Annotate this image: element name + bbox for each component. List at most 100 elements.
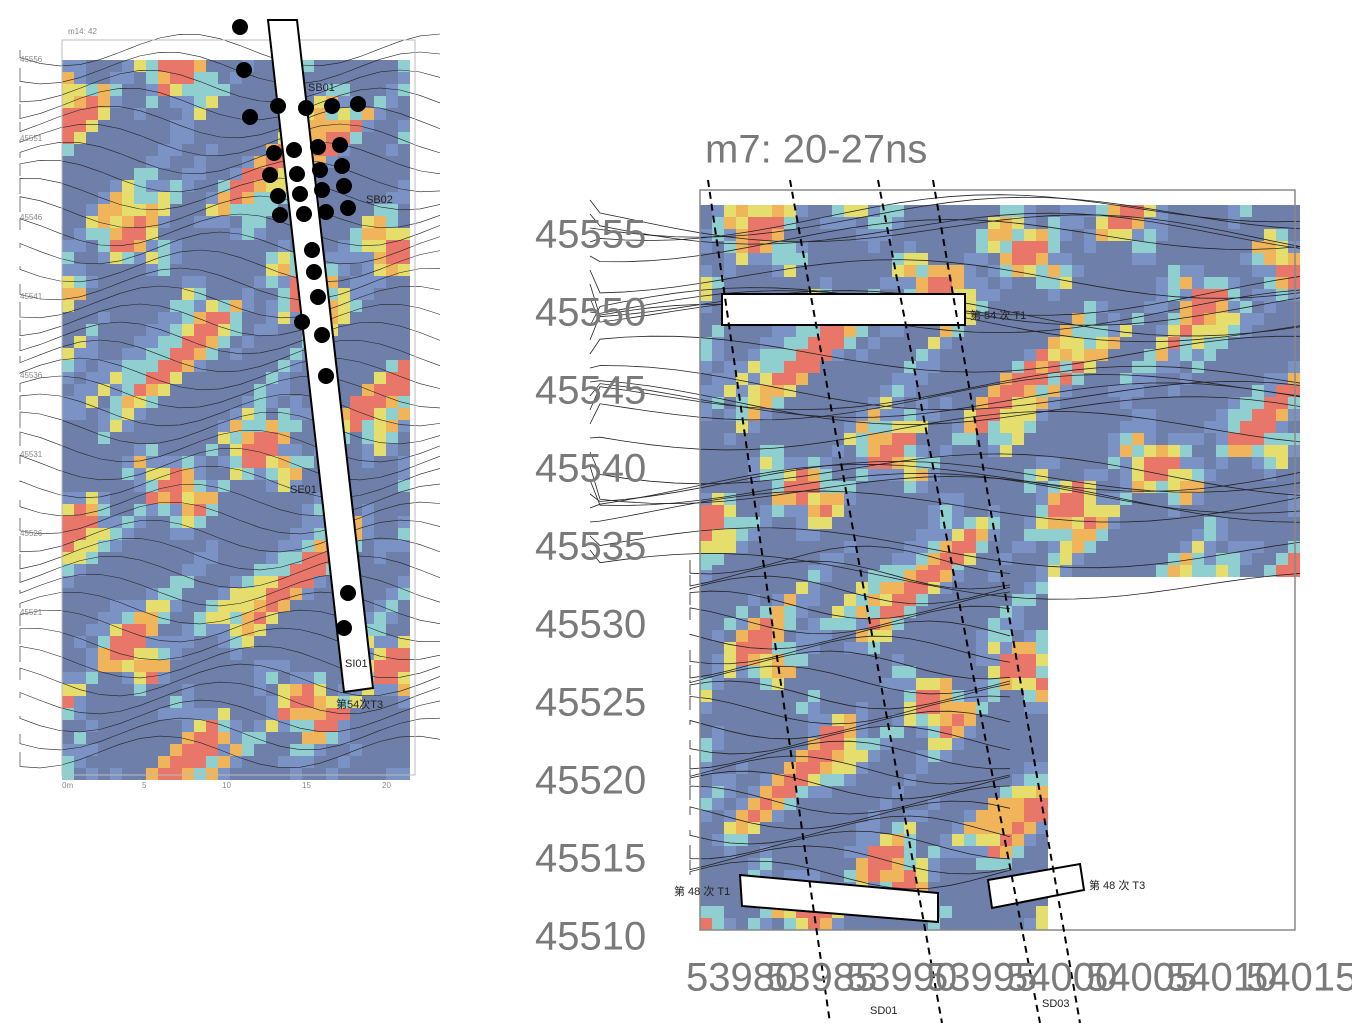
heat-cell [1252,349,1264,361]
heat-cell [784,325,796,337]
heat-cell [880,205,892,217]
heat-cell [976,493,988,505]
heat-cell [1144,421,1156,433]
heat-cell [230,336,242,348]
heat-cell [278,708,290,720]
heat-cell [1216,265,1228,277]
heat-cell [1096,553,1108,565]
heat-cell [1000,505,1012,517]
heat-cell [856,445,868,457]
heat-cell [290,636,302,648]
heat-cell [98,588,110,600]
heat-cell [86,744,98,756]
heat-cell [832,325,844,337]
heat-cell [928,517,940,529]
heat-cell [326,732,338,744]
heat-cell [952,493,964,505]
heat-cell [832,541,844,553]
heat-cell [74,672,86,684]
heat-cell [146,300,158,312]
heat-cell [1276,301,1288,313]
heat-cell [1288,217,1300,229]
heat-cell [1012,774,1024,786]
heat-cell [820,433,832,445]
heat-cell [1000,445,1012,457]
heat-cell [1000,349,1012,361]
heat-cell [374,336,386,348]
heat-cell [916,217,928,229]
heat-cell [182,96,194,108]
heat-cell [1036,690,1048,702]
heat-cell [290,564,302,576]
heat-cell [278,564,290,576]
heat-cell [182,264,194,276]
heat-cell [1108,241,1120,253]
heat-cell [988,618,1000,630]
heat-cell [242,492,254,504]
heat-cell [868,582,880,594]
heat-cell [820,445,832,457]
heat-cell [1096,433,1108,445]
y-label: 45546 [20,213,43,222]
heat-cell [1048,253,1060,265]
heat-cell [374,588,386,600]
heat-cell [1276,337,1288,349]
heat-cell [278,360,290,372]
heat-cell [398,516,410,528]
heat-cell [964,702,976,714]
heat-cell [952,541,964,553]
heat-cell [218,492,230,504]
heat-cell [146,672,158,684]
heat-cell [892,493,904,505]
heat-cell [1012,726,1024,738]
heat-cell [266,300,278,312]
heat-cell [74,324,86,336]
heat-cell [700,870,712,882]
heat-cell [712,541,724,553]
heat-cell [1108,217,1120,229]
heat-cell [254,324,266,336]
heat-cell [290,648,302,660]
heat-cell [170,156,182,168]
heat-cell [158,612,170,624]
heat-cell [398,240,410,252]
heat-cell [904,373,916,385]
heat-cell [796,397,808,409]
heat-cell [374,144,386,156]
heat-cell [242,708,254,720]
heat-cell [1240,205,1252,217]
heat-cell [940,906,952,918]
heat-cell [880,774,892,786]
heat-cell [1216,457,1228,469]
heat-cell [362,264,374,276]
heat-cell [892,241,904,253]
heat-cell [724,529,736,541]
heat-cell [1024,618,1036,630]
heat-cell [74,516,86,528]
heat-cell [266,252,278,264]
heat-cell [1216,373,1228,385]
heat-cell [796,678,808,690]
heat-cell [278,636,290,648]
heat-cell [1012,433,1024,445]
heat-cell [206,384,218,396]
y-label: 45541 [20,292,43,301]
heat-cell [386,240,398,252]
heat-cell [1024,337,1036,349]
heat-cell [146,540,158,552]
heat-cell [278,300,290,312]
heat-cell [916,469,928,481]
y-label: 45510 [535,915,646,959]
heat-cell [1216,517,1228,529]
heat-cell [988,846,1000,858]
heat-cell [158,72,170,84]
heat-cell [254,276,266,288]
heat-cell [1288,301,1300,313]
heat-cell [808,505,820,517]
heat-cell [868,786,880,798]
heat-cell [700,594,712,606]
heat-cell [1156,433,1168,445]
heat-cell [230,660,242,672]
heat-cell [1168,481,1180,493]
heat-cell [1024,457,1036,469]
